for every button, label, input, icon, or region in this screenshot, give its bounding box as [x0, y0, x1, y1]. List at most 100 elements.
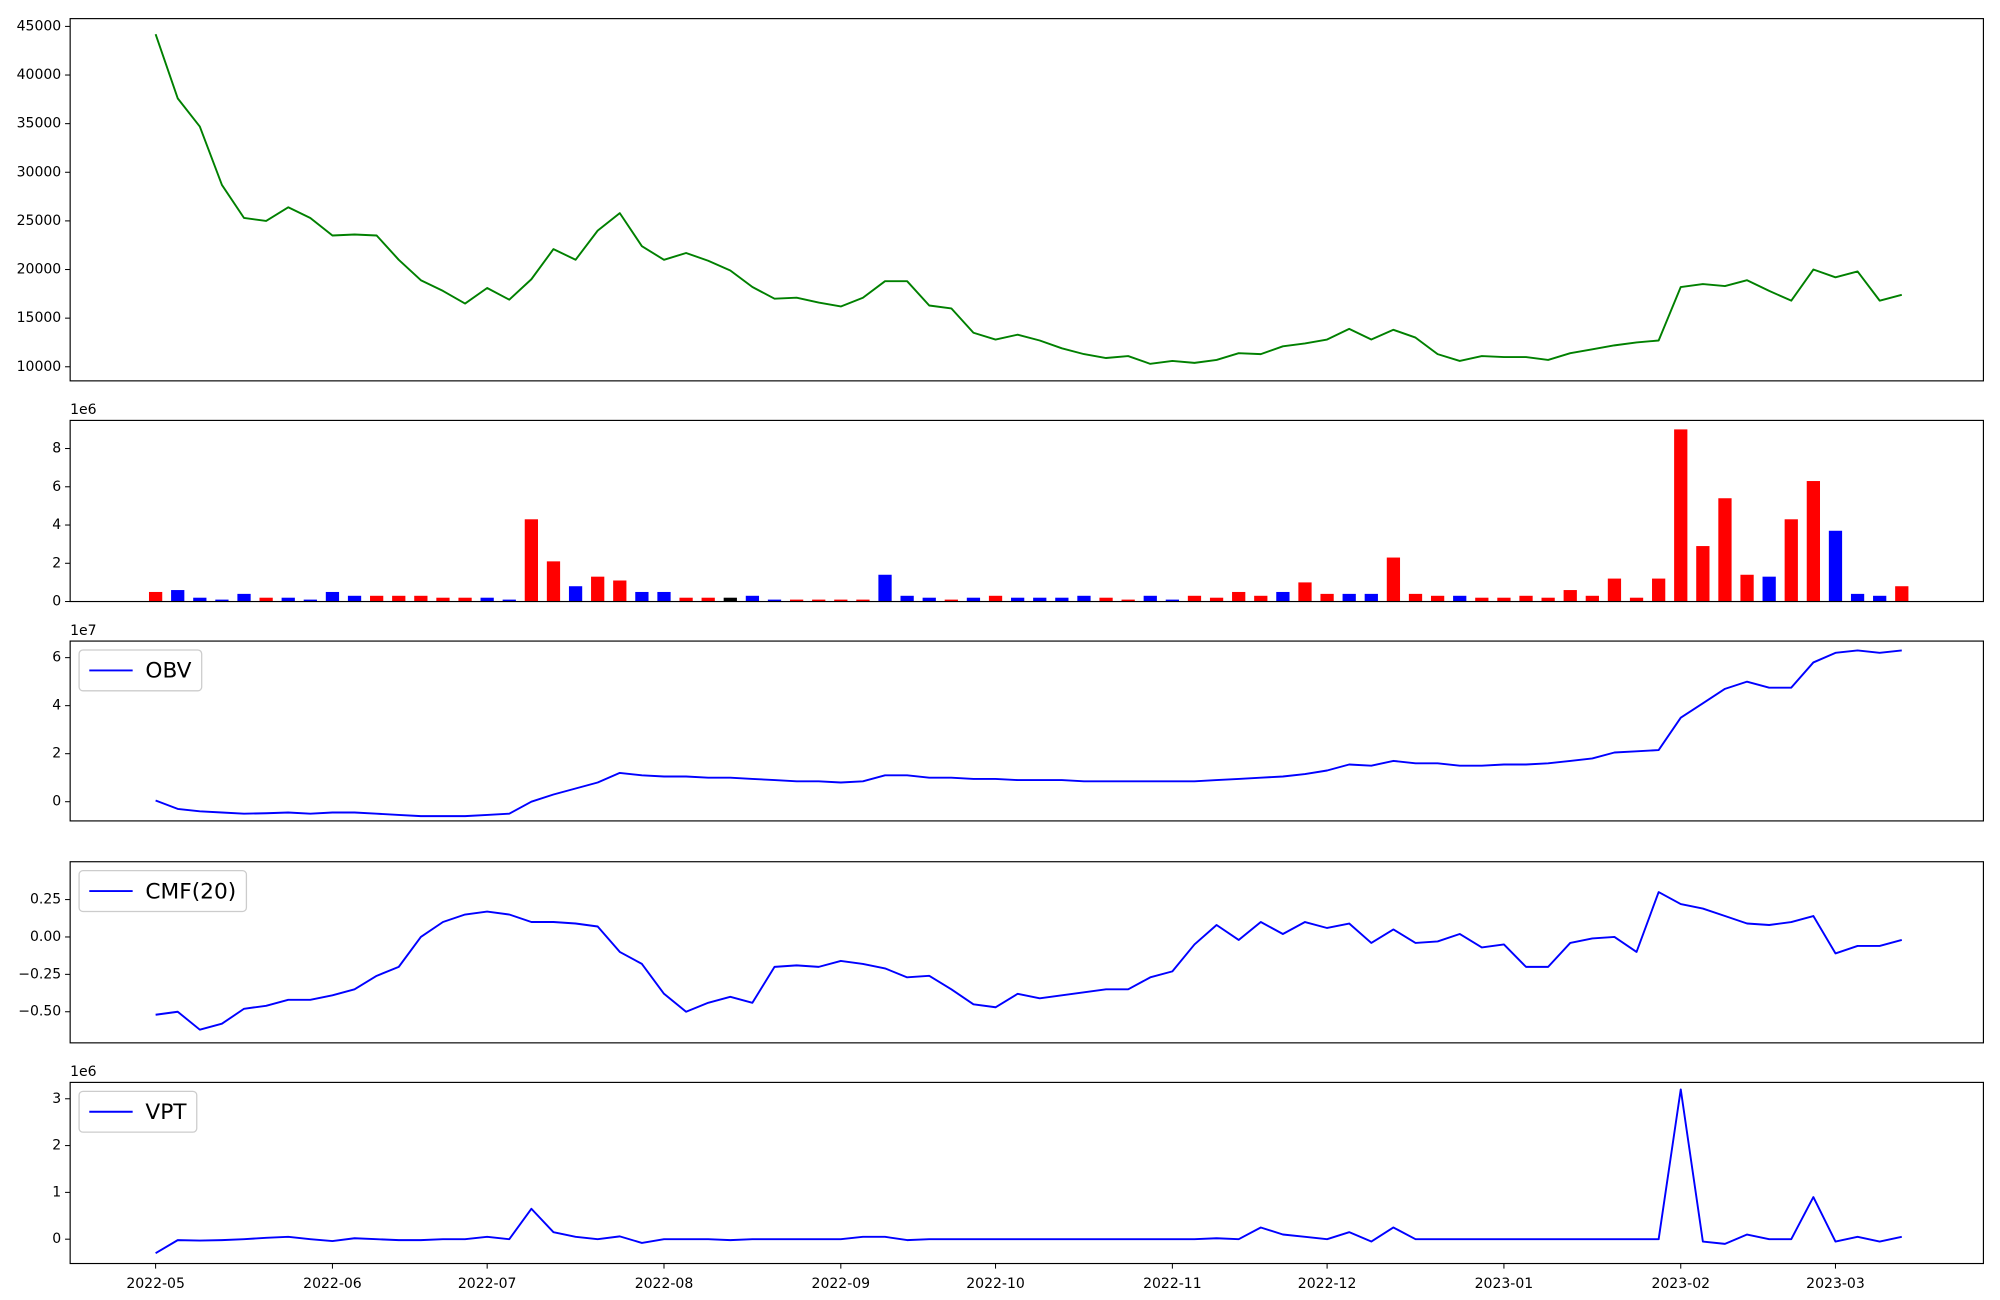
bar: [1121, 599, 1135, 602]
legend-label: OBV: [145, 659, 191, 684]
bar: [281, 597, 295, 602]
legend-box: [78, 649, 203, 692]
bar: [1033, 597, 1047, 602]
bar: [1453, 595, 1467, 602]
y-tick-label: 45000: [17, 18, 62, 34]
bar: [1254, 595, 1268, 602]
y-tick-label: 4: [52, 517, 61, 533]
x-tick-label: 2023-03: [1806, 1276, 1865, 1292]
bar: [1895, 586, 1909, 602]
bar: [1055, 597, 1069, 602]
y-tick-label: 3: [52, 1091, 61, 1107]
y-tick-label: 6: [52, 479, 61, 495]
bar: [148, 591, 163, 602]
x-tick-label: 2022-09: [812, 1276, 871, 1292]
bar: [480, 597, 494, 602]
bar: [1806, 481, 1821, 602]
panel: 0 1 2 3 1e6 VPT 2022-05 2022-06 2022-07 2022-08 20…: [52, 1064, 1984, 1292]
bar: [502, 599, 516, 602]
frame: [69, 1081, 1984, 1265]
bar: [635, 591, 649, 602]
bar: [1828, 530, 1843, 602]
y-tick-label: 1: [52, 1184, 61, 1200]
bar: [436, 597, 450, 602]
bar: [259, 597, 273, 602]
bar: [568, 586, 583, 602]
bar: [1718, 498, 1732, 602]
bar: [1342, 593, 1356, 602]
y-tick-label: 20000: [17, 262, 62, 278]
bar: [1077, 595, 1091, 602]
panel: 10000 15000 20000 25000 30000 35000 40000 45000: [17, 18, 1984, 382]
bar: [1873, 595, 1887, 602]
y-tick-label: 40000: [17, 67, 62, 83]
bar: [1585, 595, 1599, 602]
bar: [1652, 578, 1666, 602]
panel: 0 2 4 6 8 1e6: [52, 402, 1984, 610]
frame: [69, 18, 1984, 382]
bar: [1762, 576, 1776, 602]
bar: [1519, 595, 1533, 602]
y-tick-label: 2: [52, 746, 61, 762]
bar: [900, 595, 914, 602]
bar: [591, 576, 605, 602]
y-tick-label: 0: [52, 594, 61, 610]
bar: [1563, 590, 1577, 602]
x-tick-label: 2022-07: [458, 1276, 517, 1292]
y-tick-label: 0.00: [30, 929, 61, 945]
bar: [347, 595, 362, 602]
legend-label: CMF(20): [145, 879, 236, 904]
bar: [966, 597, 981, 602]
bar: [325, 591, 340, 602]
bar: [1165, 599, 1180, 602]
legend-box: [78, 870, 248, 913]
bar: [1475, 597, 1489, 602]
bar: [944, 599, 958, 602]
bar: [1740, 574, 1754, 602]
bar: [1298, 582, 1312, 602]
bar: [1364, 593, 1378, 602]
line: [155, 891, 1903, 1031]
bar: [524, 519, 539, 602]
bar: [1497, 597, 1511, 602]
bar: [1232, 591, 1246, 602]
bar: [767, 599, 782, 602]
y-tick-label: 2: [52, 555, 61, 571]
y-tick-label: −0.25: [18, 966, 61, 982]
x-tick-label: 2022-12: [1298, 1276, 1357, 1292]
bar: [679, 597, 693, 602]
y-tick-label: 0: [52, 1231, 61, 1247]
x-tick-label: 2022-06: [303, 1276, 362, 1292]
line: [154, 33, 1903, 365]
x-tick-label: 2022-08: [635, 1276, 694, 1292]
bar: [834, 599, 848, 602]
bar: [1320, 593, 1334, 602]
bar: [613, 580, 627, 602]
x-tick-label: 2023-01: [1475, 1276, 1534, 1292]
line: [155, 649, 1902, 818]
bar: [723, 597, 737, 602]
bar: [745, 595, 760, 602]
bar: [546, 561, 561, 602]
scale-label: 1e6: [70, 402, 97, 418]
x-tick-label: 2023-02: [1651, 1276, 1710, 1292]
bar: [1784, 519, 1798, 602]
scale-label: 1e7: [70, 623, 96, 639]
y-tick-label: 35000: [17, 116, 62, 132]
y-tick-label: 25000: [17, 213, 62, 229]
legend-label: VPT: [145, 1100, 187, 1125]
bar: [1187, 595, 1202, 602]
bar: [414, 595, 428, 602]
bar: [303, 599, 317, 602]
bar: [1143, 595, 1157, 602]
bar: [878, 574, 892, 602]
bar: [1099, 597, 1113, 602]
bar: [922, 597, 936, 602]
y-tick-label: 0.25: [30, 892, 61, 908]
bar: [1607, 578, 1622, 602]
y-tick-label: 2: [52, 1138, 61, 1154]
bar: [1541, 597, 1555, 602]
y-tick-label: 4: [52, 698, 61, 714]
